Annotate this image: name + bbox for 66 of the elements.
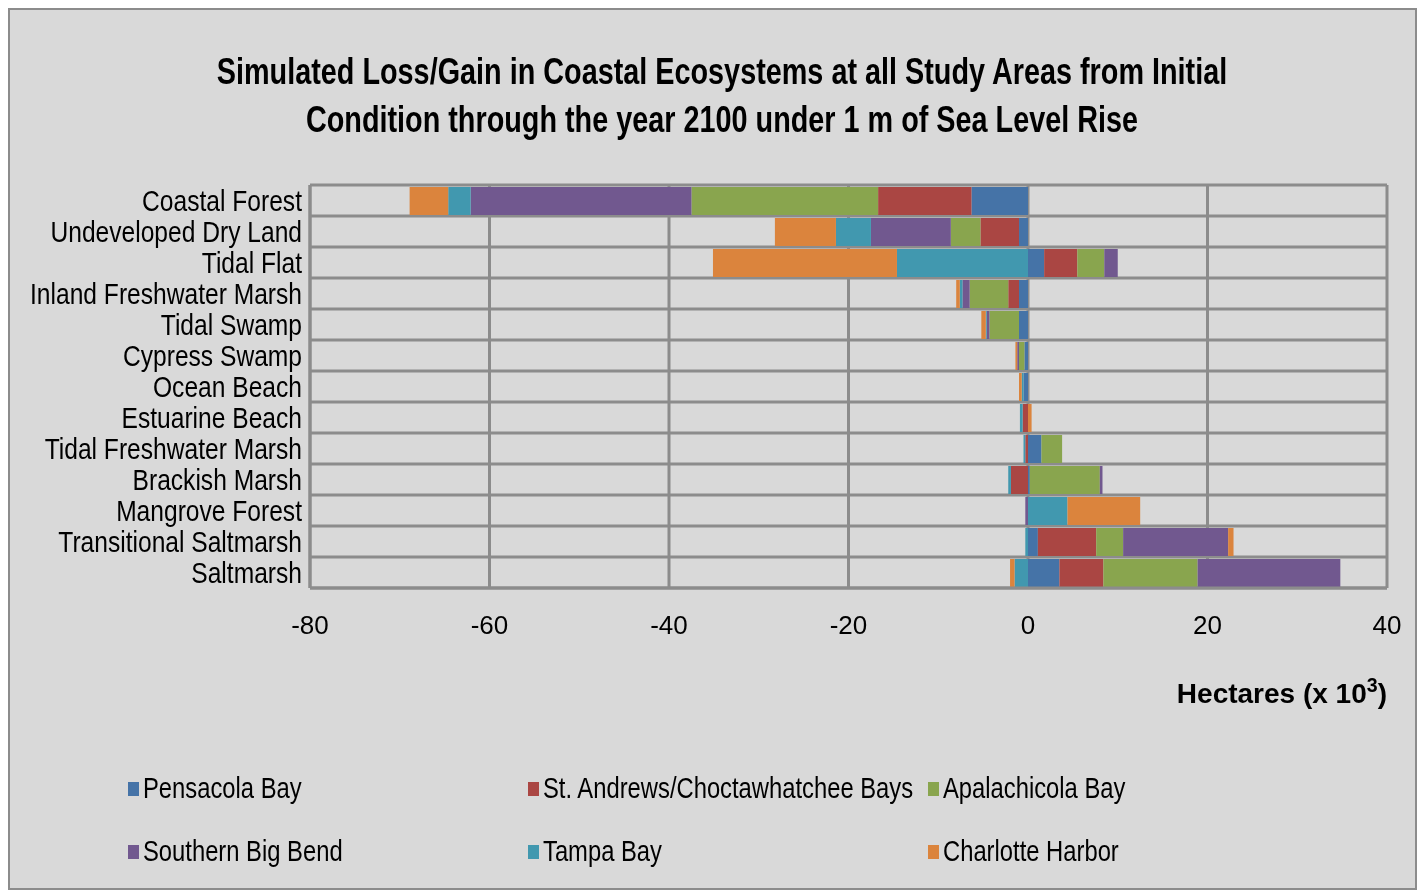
bar	[1028, 559, 1060, 587]
bar	[1014, 559, 1028, 587]
bar	[448, 187, 471, 215]
bar	[1028, 249, 1045, 277]
legend-label: Apalachicola Bay	[943, 772, 1126, 805]
chart-title: Simulated Loss/Gain in Coastal Ecosystems at all Study Areas from Initial Condition through the year 2100 under 1 m of Sea Level Rise	[215, 50, 1229, 142]
bar	[1228, 528, 1234, 556]
bar	[1029, 466, 1100, 494]
bar	[1037, 528, 1097, 556]
bar	[1010, 559, 1015, 587]
legend-label: Southern Big Bend	[143, 835, 343, 868]
bar	[950, 218, 981, 246]
bar	[1028, 404, 1032, 432]
bar	[1019, 342, 1025, 370]
bar	[1059, 559, 1104, 587]
bar	[1041, 435, 1063, 463]
bar	[470, 187, 692, 215]
bar	[878, 187, 972, 215]
bar	[962, 280, 970, 308]
bar	[1077, 249, 1105, 277]
bar	[989, 311, 1020, 339]
bar	[1019, 218, 1028, 246]
bar	[1019, 280, 1028, 308]
x-tick-label: 20	[1193, 610, 1222, 641]
bar	[981, 311, 986, 339]
bar	[691, 187, 879, 215]
x-tick-label: -20	[829, 610, 868, 641]
bar	[971, 187, 1028, 215]
bar	[1025, 497, 1028, 525]
bar	[774, 218, 836, 246]
bar	[1067, 497, 1141, 525]
bar	[1096, 528, 1124, 556]
bar	[1019, 404, 1023, 432]
x-axis-title: Hectares (x 10$^{3}$)	[1176, 674, 1387, 709]
bar	[870, 218, 951, 246]
x-tick-label: -40	[650, 610, 688, 641]
bar	[969, 280, 1009, 308]
bar	[1103, 559, 1198, 587]
y-tick-label: Saltmarsh	[191, 555, 302, 590]
bar	[980, 218, 1020, 246]
bar	[409, 187, 449, 215]
bar	[1104, 249, 1118, 277]
bar	[1044, 249, 1078, 277]
legend-label: Pensacola Bay	[143, 772, 302, 805]
bar	[1197, 559, 1341, 587]
bar	[1019, 311, 1028, 339]
bar	[1010, 466, 1028, 494]
bar	[1024, 342, 1028, 370]
bar	[1123, 528, 1229, 556]
x-tick-label: 40	[1372, 610, 1402, 641]
legend-label: Tampa Bay	[543, 835, 662, 868]
bar	[712, 249, 897, 277]
bar	[1022, 404, 1028, 432]
x-tick-label: 0	[1020, 610, 1036, 641]
legend-label: St. Andrews/Choctawhatchee Bays	[543, 772, 914, 805]
bar	[1028, 497, 1068, 525]
bar	[1028, 528, 1038, 556]
bar	[896, 249, 1028, 277]
bar	[1025, 528, 1028, 556]
x-tick-label: -80	[291, 610, 329, 641]
bar	[1008, 280, 1020, 308]
bar	[1028, 435, 1042, 463]
bar	[835, 218, 871, 246]
bar	[1008, 466, 1011, 494]
x-tick-label: -60	[470, 610, 509, 641]
legend-label: Charlotte Harbor	[943, 835, 1119, 868]
